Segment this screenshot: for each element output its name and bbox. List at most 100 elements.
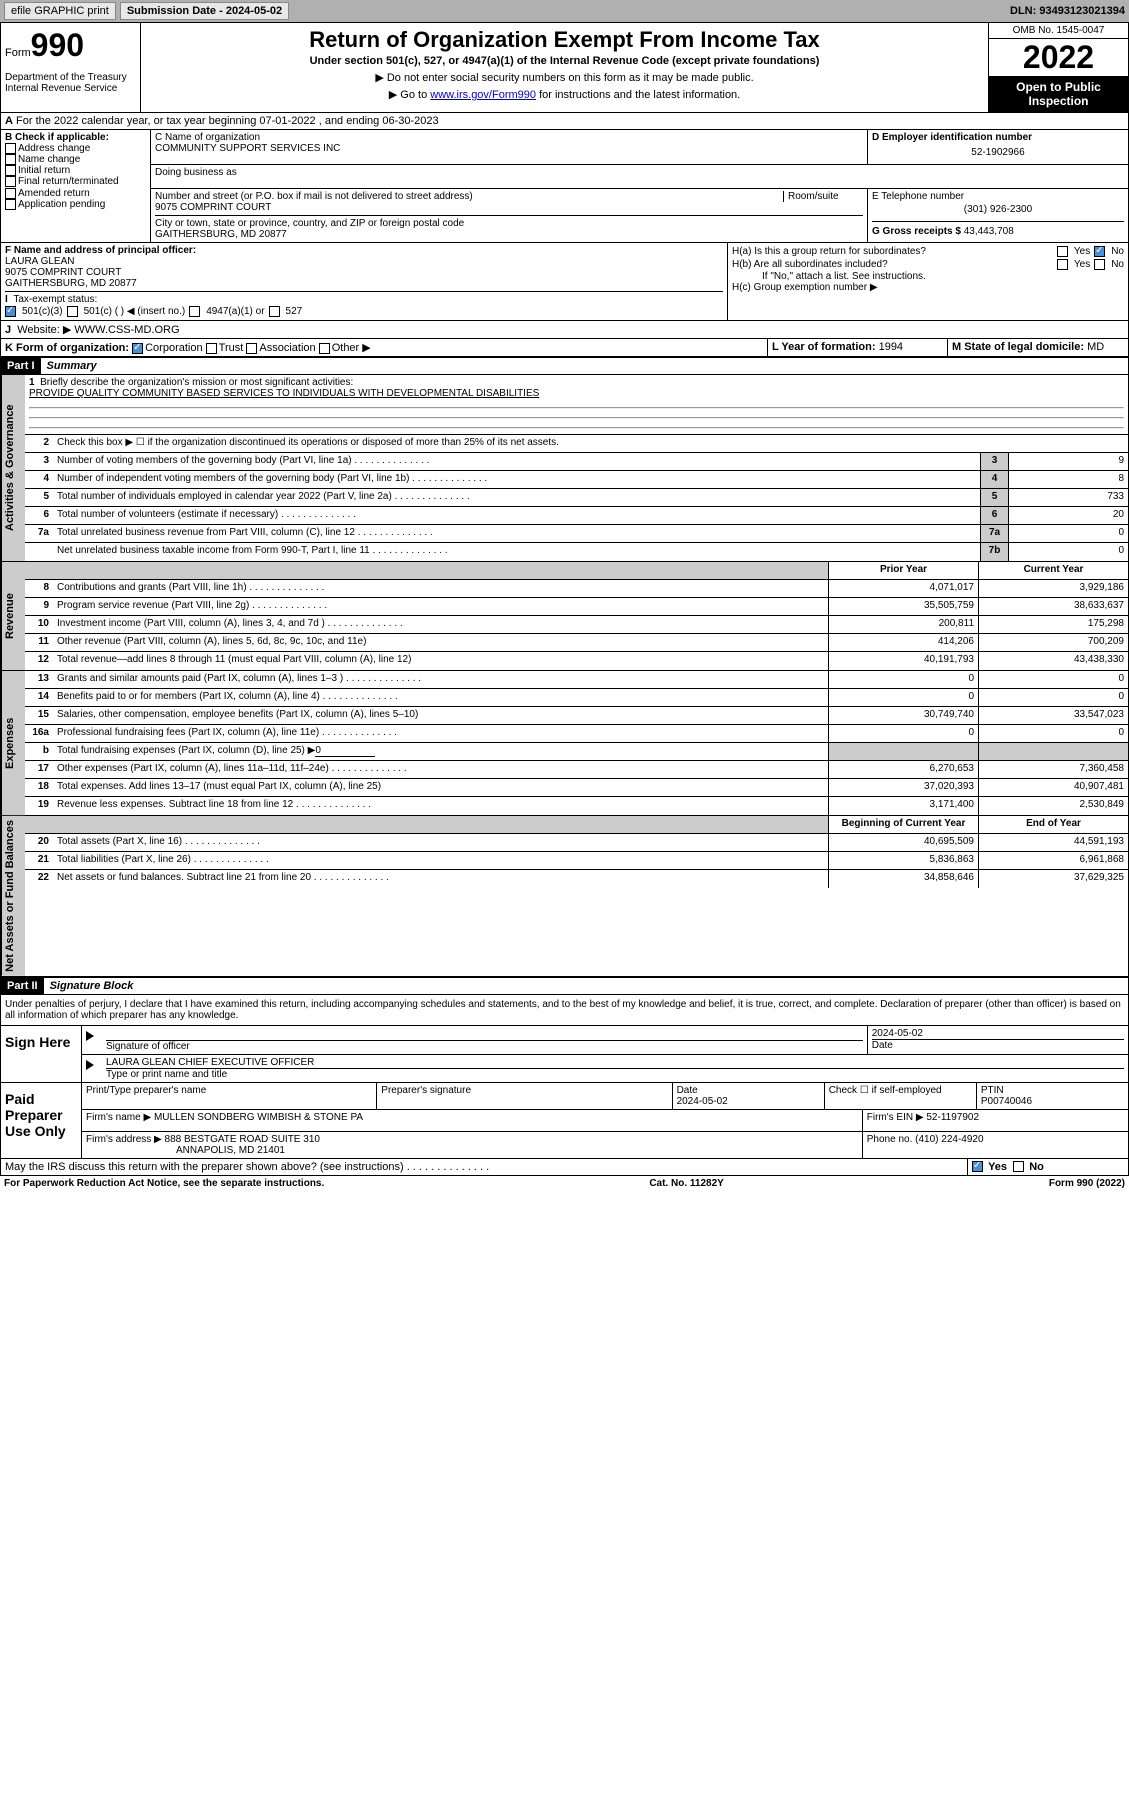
irs-link[interactable]: www.irs.gov/Form990 bbox=[430, 89, 536, 101]
line-11: Other revenue (Part VIII, column (A), li… bbox=[53, 634, 828, 651]
dln: DLN: 93493123021394 bbox=[1010, 5, 1125, 17]
tax-exempt-label: Tax-exempt status: bbox=[13, 294, 97, 305]
line-5: Total number of individuals employed in … bbox=[53, 489, 980, 506]
part-i-header: Part I Summary bbox=[0, 357, 1129, 375]
line-12: Total revenue—add lines 8 through 11 (mu… bbox=[53, 652, 828, 670]
checkbox-final-return[interactable] bbox=[5, 176, 16, 187]
prior-12: 40,191,793 bbox=[828, 652, 978, 670]
firm-ein: 52-1197902 bbox=[926, 1112, 979, 1123]
checkbox-discuss-yes[interactable] bbox=[972, 1161, 983, 1172]
prior-17: 6,270,653 bbox=[828, 761, 978, 778]
line-9: Program service revenue (Part VIII, line… bbox=[53, 598, 828, 615]
curr-15: 33,547,023 bbox=[978, 707, 1128, 724]
curr-11: 700,209 bbox=[978, 634, 1128, 651]
line-19: Revenue less expenses. Subtract line 18 … bbox=[53, 797, 828, 815]
checkbox-application-pending[interactable] bbox=[5, 199, 16, 210]
sidebar-expenses: Expenses bbox=[1, 671, 25, 815]
mission-text: PROVIDE QUALITY COMMUNITY BASED SERVICES… bbox=[29, 388, 539, 399]
checkbox-amended-return[interactable] bbox=[5, 188, 16, 199]
efile-print-button[interactable]: efile GRAPHIC print bbox=[4, 2, 116, 20]
line-16b: Total fundraising expenses (Part IX, col… bbox=[53, 743, 828, 760]
firm-addr-label: Firm's address ▶ bbox=[86, 1134, 162, 1145]
prior-9: 35,505,759 bbox=[828, 598, 978, 615]
curr-22: 37,629,325 bbox=[978, 870, 1128, 888]
hc-label: H(c) Group exemption number ▶ bbox=[732, 282, 1124, 293]
checkbox-hb-yes[interactable] bbox=[1057, 259, 1068, 270]
hb-note: If "No," attach a list. See instructions… bbox=[732, 271, 1124, 282]
checkbox-trust[interactable] bbox=[206, 343, 217, 354]
line-15: Salaries, other compensation, employee b… bbox=[53, 707, 828, 724]
ssn-warning: ▶ Do not enter social security numbers o… bbox=[145, 71, 984, 84]
line-21: Total liabilities (Part X, line 26) bbox=[53, 852, 828, 869]
net-assets-section: Net Assets or Fund Balances Beginning of… bbox=[0, 816, 1129, 977]
checkbox-other[interactable] bbox=[319, 343, 330, 354]
checkbox-4947[interactable] bbox=[189, 306, 200, 317]
checkbox-501c[interactable] bbox=[67, 306, 78, 317]
part-i-badge: Part I bbox=[1, 358, 41, 374]
checkbox-name-change[interactable] bbox=[5, 154, 16, 165]
website-value: WWW.CSS-MD.ORG bbox=[74, 324, 179, 336]
form-header: Form990 Department of the Treasury Inter… bbox=[0, 22, 1129, 113]
sidebar-activities: Activities & Governance bbox=[1, 375, 25, 561]
preparer-date: 2024-05-02 bbox=[677, 1096, 820, 1107]
prior-22: 34,858,646 bbox=[828, 870, 978, 888]
room-label: Room/suite bbox=[783, 191, 863, 202]
curr-21: 6,961,868 bbox=[978, 852, 1128, 869]
org-name-label: C Name of organization bbox=[155, 132, 863, 143]
checkbox-address-change[interactable] bbox=[5, 143, 16, 154]
signature-declaration: Under penalties of perjury, I declare th… bbox=[0, 995, 1129, 1026]
cat-number: Cat. No. 11282Y bbox=[649, 1178, 723, 1189]
revenue-header-row: Revenue Prior YearCurrent Year 8Contribu… bbox=[0, 562, 1129, 671]
line-16a: Professional fundraising fees (Part IX, … bbox=[53, 725, 828, 742]
checkbox-discuss-no[interactable] bbox=[1013, 1161, 1024, 1172]
line-4: Number of independent voting members of … bbox=[53, 471, 980, 488]
curr-20: 44,591,193 bbox=[978, 834, 1128, 851]
line-17: Other expenses (Part IX, column (A), lin… bbox=[53, 761, 828, 778]
form-org-label: K Form of organization: bbox=[5, 342, 129, 354]
curr-17: 7,360,458 bbox=[978, 761, 1128, 778]
discuss-line: May the IRS discuss this return with the… bbox=[0, 1159, 1129, 1176]
type-name-label: Type or print name and title bbox=[106, 1068, 1124, 1080]
val-4: 8 bbox=[1008, 471, 1128, 488]
page-footer: For Paperwork Reduction Act Notice, see … bbox=[0, 1176, 1129, 1191]
val-7a: 0 bbox=[1008, 525, 1128, 542]
phone-label: E Telephone number bbox=[872, 191, 1124, 202]
checkbox-ha-yes[interactable] bbox=[1057, 246, 1068, 257]
mission-label: Briefly describe the organization's miss… bbox=[40, 377, 353, 388]
part-ii-title: Signature Block bbox=[44, 978, 140, 994]
street-address: 9075 COMPRINT COURT bbox=[155, 202, 863, 213]
checkbox-527[interactable] bbox=[269, 306, 280, 317]
year-formation-label: L Year of formation: bbox=[772, 341, 876, 353]
curr-19: 2,530,849 bbox=[978, 797, 1128, 815]
val-5: 733 bbox=[1008, 489, 1128, 506]
checkbox-association[interactable] bbox=[246, 343, 257, 354]
begin-year-header: Beginning of Current Year bbox=[828, 816, 978, 833]
prior-13: 0 bbox=[828, 671, 978, 688]
curr-13: 0 bbox=[978, 671, 1128, 688]
checkbox-501c3[interactable] bbox=[5, 306, 16, 317]
officer-addr2: GAITHERSBURG, MD 20877 bbox=[5, 278, 723, 289]
line-8: Contributions and grants (Part VIII, lin… bbox=[53, 580, 828, 597]
ptin-label: PTIN bbox=[981, 1085, 1124, 1096]
sidebar-net-assets: Net Assets or Fund Balances bbox=[1, 816, 25, 976]
line-13: Grants and similar amounts paid (Part IX… bbox=[53, 671, 828, 688]
ha-label: H(a) Is this a group return for subordin… bbox=[732, 246, 926, 257]
sig-date-label: Date bbox=[872, 1039, 1124, 1051]
checkbox-corporation[interactable] bbox=[132, 343, 143, 354]
curr-12: 43,438,330 bbox=[978, 652, 1128, 670]
checkbox-ha-no[interactable] bbox=[1094, 246, 1105, 257]
line-k-l-m: K Form of organization: Corporation Trus… bbox=[0, 339, 1129, 357]
prior-21: 5,836,863 bbox=[828, 852, 978, 869]
val-6: 20 bbox=[1008, 507, 1128, 524]
checkbox-hb-no[interactable] bbox=[1094, 259, 1105, 270]
form-title: Return of Organization Exempt From Incom… bbox=[145, 27, 984, 53]
tax-year: 2022 bbox=[989, 39, 1128, 76]
checkbox-initial-return[interactable] bbox=[5, 165, 16, 176]
curr-8: 3,929,186 bbox=[978, 580, 1128, 597]
line-14: Benefits paid to or for members (Part IX… bbox=[53, 689, 828, 706]
prior-14: 0 bbox=[828, 689, 978, 706]
curr-9: 38,633,637 bbox=[978, 598, 1128, 615]
officer-label: F Name and address of principal officer: bbox=[5, 245, 723, 256]
expenses-section: Expenses 13Grants and similar amounts pa… bbox=[0, 671, 1129, 816]
section-b-through-g: B Check if applicable: Address change Na… bbox=[0, 130, 1129, 243]
